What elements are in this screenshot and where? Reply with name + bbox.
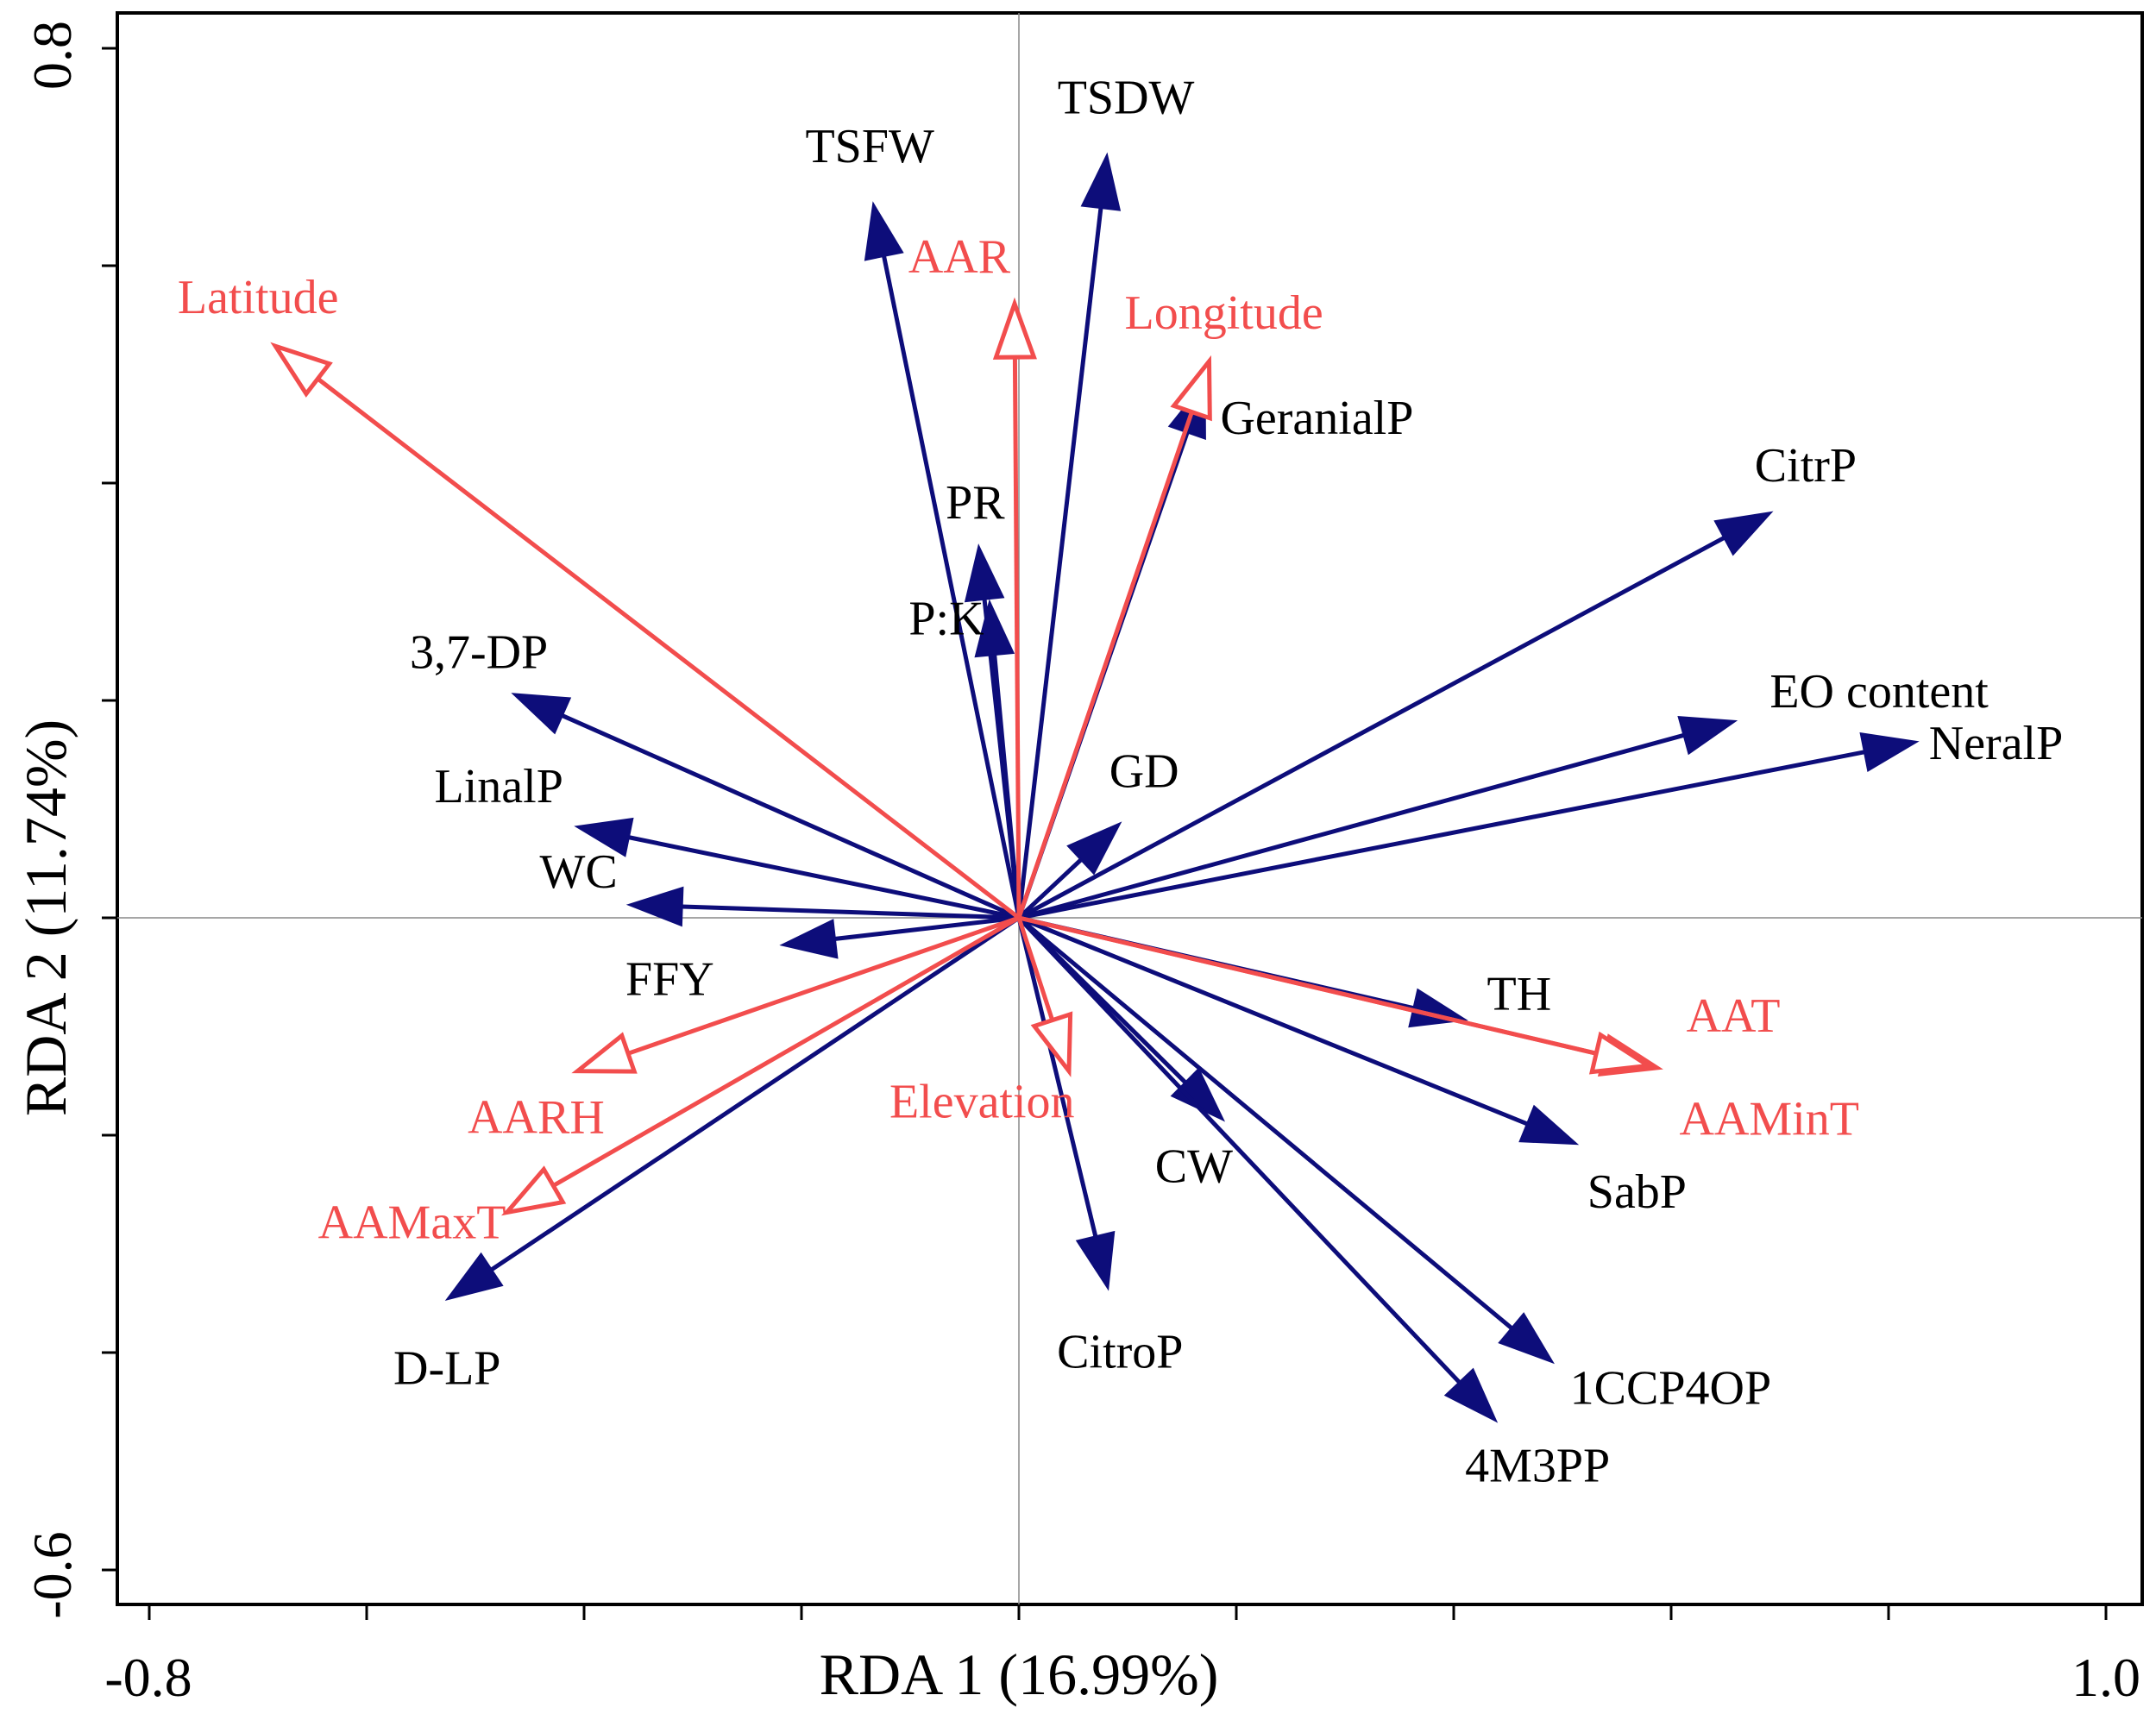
- vector-head-p-k: [974, 599, 1015, 658]
- y-tick-label-min: -0.6: [22, 1531, 83, 1618]
- vector-labels: TSDW TSFW GeranialP CitrP PR P:K 3,7-DP EO cont…: [178, 71, 2063, 1492]
- vector-label-geranialp: GeranialP: [1220, 392, 1413, 445]
- vector-shaft-tsfw: [881, 252, 1021, 919]
- vector-head-linalp: [574, 817, 634, 857]
- vector-shaft-aar: [1012, 357, 1021, 919]
- vector-head-wc: [625, 886, 684, 927]
- x-tick-label-min: -0.8: [104, 1647, 192, 1708]
- vector-shaft-3-7-dp: [558, 712, 1021, 920]
- vector-label-elevation: Elevation: [889, 1076, 1075, 1129]
- vector-shaft-eo-content: [1018, 731, 1688, 920]
- vector-head-pr: [964, 543, 1005, 603]
- vector-label-wc: WC: [540, 845, 618, 899]
- vector-label-tsfw: TSFW: [805, 120, 933, 173]
- vector-shaft-citrop: [1016, 917, 1099, 1240]
- vector-label-citrp: CitrP: [1755, 439, 1857, 493]
- vector-label-latitude: Latitude: [178, 271, 339, 324]
- vector-head-gd: [1066, 821, 1122, 876]
- vector-label-longitude: Longitude: [1125, 286, 1323, 340]
- vector-label-aarh: AARH: [468, 1091, 605, 1145]
- vector-shaft-4m3pp: [1017, 916, 1464, 1387]
- vector-head-tsfw: [864, 201, 904, 261]
- vector-head-elevation: [1030, 1011, 1073, 1077]
- vector-head-aarh: [571, 1032, 638, 1074]
- vector-shaft-longitude: [1016, 411, 1194, 919]
- vector-label-th: TH: [1487, 967, 1552, 1020]
- vector-shaft-p-k: [991, 650, 1021, 919]
- vector-label-tsdw: TSDW: [1058, 71, 1195, 124]
- vector-label-sabp: SabP: [1587, 1165, 1687, 1219]
- vector-label-aamaxt: AAMaxT: [318, 1196, 506, 1249]
- vector-shaft-aarh: [627, 915, 1020, 1056]
- vector-label-cw: CW: [1155, 1140, 1233, 1193]
- vector-head-3-7-dp: [511, 693, 572, 735]
- x-tick-label-max: 1.0: [2071, 1647, 2140, 1708]
- axis-ticks: [102, 47, 2108, 1620]
- vector-label-p-k: P:K: [908, 592, 984, 645]
- vector-head-1ccp4op: [1498, 1312, 1555, 1365]
- vector-head-aamaxt: [501, 1165, 567, 1216]
- vector-shaft-1ccp4op: [1017, 916, 1516, 1333]
- vector-shaft-elevation: [1016, 917, 1055, 1021]
- vector-shaft-aamaxt: [552, 915, 1021, 1188]
- vector-shaft-linalp: [625, 834, 1020, 920]
- vector-label-pr: PR: [946, 476, 1005, 530]
- x-axis-title: RDA 1 (16.99%): [820, 1642, 1219, 1707]
- plot-frame: [116, 11, 2144, 1606]
- y-axis-title: RDA 2 (11.74%): [13, 719, 79, 1116]
- vector-label-3-7-dp: 3,7-DP: [410, 625, 548, 679]
- vector-label-aamint: AAMinT: [1680, 1092, 1859, 1146]
- vector-shaft-latitude: [316, 377, 1021, 920]
- vector-label-eo-content: EO content: [1769, 665, 1989, 719]
- vector-head-citrp: [1713, 511, 1774, 556]
- vector-head-citrop: [1075, 1230, 1116, 1291]
- vector-shaft-tsdw: [1016, 204, 1103, 919]
- explanatory-vectors: [270, 297, 1663, 1216]
- vector-label-gd: GD: [1109, 744, 1179, 798]
- vector-label-citrop: CitroP: [1057, 1326, 1183, 1379]
- vector-label-4m3pp: 4M3PP: [1465, 1439, 1610, 1492]
- vector-label-aat: AAT: [1687, 989, 1781, 1043]
- vector-shaft-aamint: [1018, 915, 1597, 1056]
- y-tick-label-max: 0.8: [22, 21, 83, 90]
- vector-head-aamint: [1588, 1031, 1655, 1075]
- vector-label-d-lp: D-LP: [393, 1341, 500, 1395]
- vector-head-longitude: [1170, 355, 1212, 422]
- vector-head-neralp: [1859, 732, 1920, 772]
- vector-shaft-ffy: [831, 915, 1020, 942]
- vector-shaft-wc: [678, 904, 1020, 920]
- vector-label-aar: AAR: [908, 230, 1011, 284]
- vector-label-1ccp4op: 1CCP4OP: [1570, 1361, 1771, 1415]
- response-vectors: [444, 152, 1920, 1423]
- vector-shaft-neralp: [1018, 749, 1869, 920]
- vector-shaft-gd: [1017, 856, 1085, 920]
- vector-label-neralp: NeralP: [1929, 717, 2064, 770]
- vector-shaft-sabp: [1018, 915, 1531, 1127]
- vector-head-sabp: [1518, 1104, 1580, 1146]
- vector-head-latitude: [270, 342, 333, 398]
- vector-label-ffy: FFY: [625, 953, 714, 1007]
- vector-head-aar: [992, 297, 1037, 360]
- vector-head-4m3pp: [1443, 1367, 1499, 1423]
- vector-label-linalp: LinalP: [435, 760, 563, 813]
- vector-shaft-d-lp: [487, 915, 1021, 1274]
- vector-head-eo-content: [1677, 715, 1738, 756]
- vector-head-tsdw: [1080, 152, 1122, 211]
- vector-shaft-citrp: [1017, 534, 1729, 920]
- vector-head-d-lp: [444, 1252, 504, 1301]
- vector-head-ffy: [779, 919, 839, 959]
